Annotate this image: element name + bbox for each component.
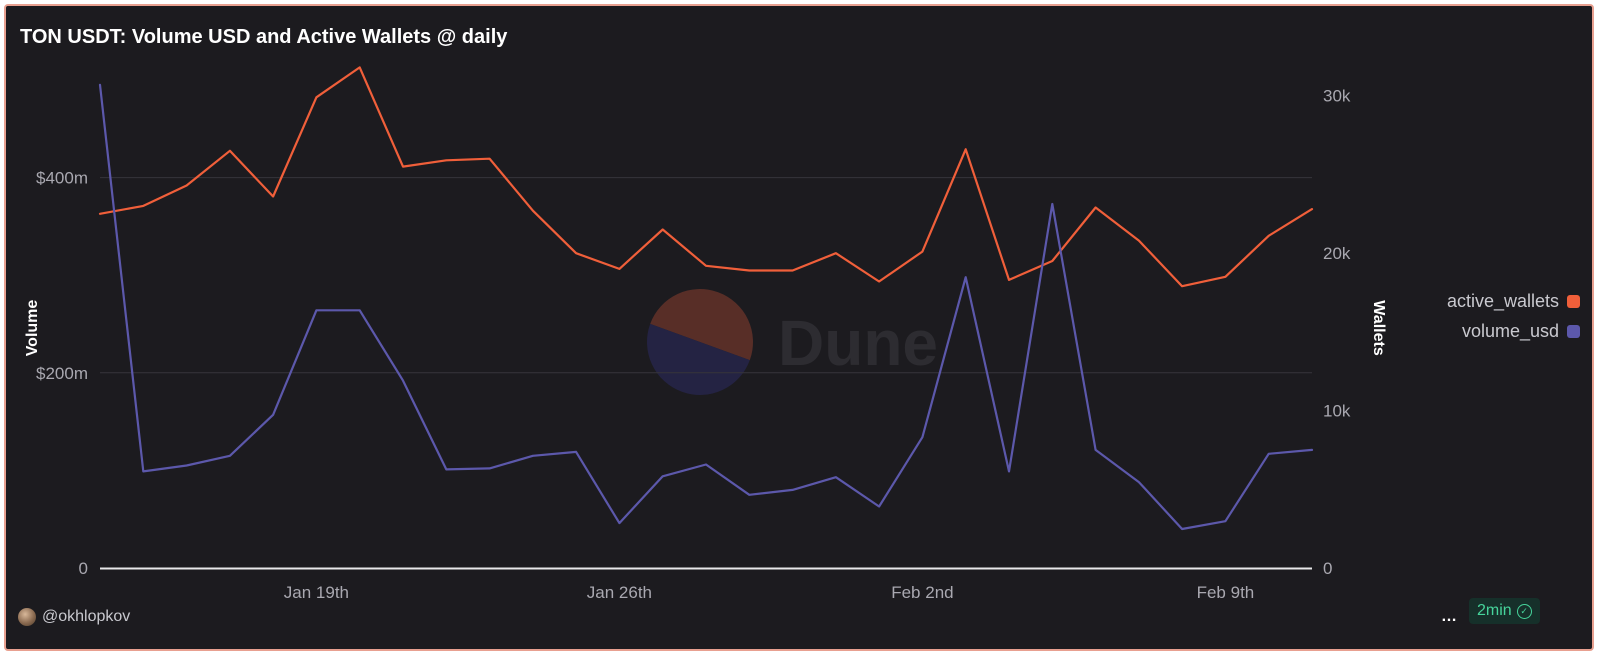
series-line-volume-usd — [98, 83, 1314, 531]
author-name: @okhlopkov — [42, 608, 131, 625]
y-left-tick-label: $200m — [36, 364, 88, 383]
legend-item-active-wallets[interactable]: active_wallets — [1447, 286, 1580, 316]
avatar — [18, 608, 36, 626]
y-right-tick-label: 0 — [1323, 559, 1332, 578]
watermark: Dune — [647, 289, 938, 395]
chart-card: TON USDT: Volume USD and Active Wallets … — [4, 4, 1594, 651]
dune-logo-icon — [650, 289, 753, 361]
watermark-text: Dune — [778, 307, 938, 379]
legend: active_wallets volume_usd — [1447, 286, 1580, 346]
legend-item-volume-usd[interactable]: volume_usd — [1447, 316, 1580, 346]
y-right-tick-label: 30k — [1323, 87, 1351, 106]
author-link[interactable]: @okhlopkov — [18, 608, 130, 626]
check-circle-icon: ✓ — [1516, 603, 1532, 619]
legend-label: volume_usd — [1461, 320, 1559, 341]
x-tick-label: Jan 26th — [587, 583, 652, 602]
y-left-axis-title: Volume — [24, 300, 41, 357]
chart-title: TON USDT: Volume USD and Active Wallets … — [20, 26, 508, 48]
y-right-tick-label: 20k — [1323, 244, 1351, 263]
dune-logo-icon — [647, 323, 750, 395]
y-left-tick-label: 0 — [79, 559, 88, 578]
legend-swatch — [1567, 294, 1580, 308]
y-left-tick-label: $400m — [36, 169, 88, 188]
more-options-icon[interactable]: … — [1441, 608, 1458, 625]
refresh-time: 2min — [1477, 602, 1512, 619]
y-right-tick-label: 10k — [1323, 402, 1351, 421]
legend-label: active_wallets — [1446, 290, 1559, 311]
x-tick-label: Feb 9th — [1197, 583, 1255, 602]
x-tick-label: Feb 2nd — [891, 583, 953, 602]
legend-swatch — [1567, 324, 1580, 338]
x-tick-label: Jan 19th — [284, 583, 349, 602]
series-line-active-wallets — [98, 66, 1314, 288]
refresh-status-badge[interactable]: 2min ✓ — [1469, 598, 1540, 624]
y-right-axis-title: Wallets — [1370, 300, 1387, 356]
